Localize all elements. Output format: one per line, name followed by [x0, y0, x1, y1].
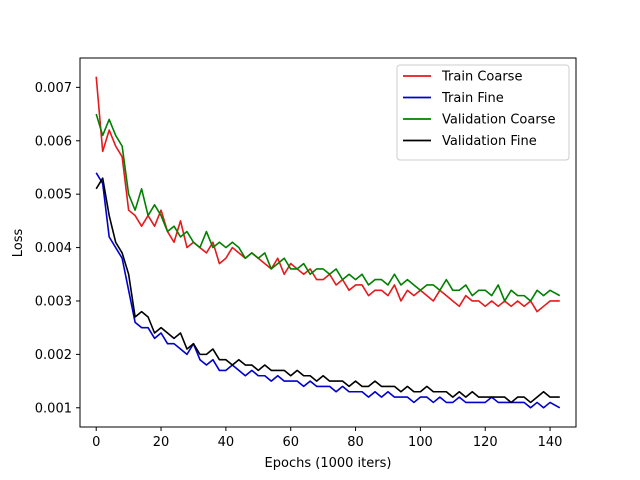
legend-box: [396, 64, 570, 161]
y-tick-label: 0.002: [35, 348, 72, 363]
x-tick-label: 20: [153, 435, 170, 450]
legend: Train Coarse Train Fine Validation Coarse V…: [396, 64, 570, 161]
x-axis-label: Epochs (1000 iters): [265, 456, 392, 471]
y-tick-label: 0.003: [35, 294, 72, 309]
x-tick-label: 60: [282, 435, 299, 450]
y-tick-label: 0.005: [35, 188, 72, 203]
series-layer: [95, 76, 561, 409]
x-axis-ticks: 0 20 40 60 80 100 120 140: [92, 427, 562, 450]
x-tick-label: 80: [347, 435, 364, 450]
y-tick-label: 0.006: [35, 134, 72, 149]
x-tick-label: 100: [408, 435, 433, 450]
x-tick-label: 120: [473, 435, 498, 450]
x-tick-label: 140: [538, 435, 563, 450]
y-axis-label: Loss: [11, 229, 26, 258]
series-line-validation-coarse: [95, 113, 561, 302]
legend-label: Validation Fine: [442, 134, 537, 149]
legend-label: Train Fine: [441, 91, 504, 106]
plot-frame: [79, 57, 577, 428]
legend-label: Validation Coarse: [442, 113, 555, 128]
series-line-train-fine: [95, 172, 561, 409]
y-tick-label: 0.007: [35, 81, 72, 96]
y-axis-ticks: 0.001 0.002 0.003 0.004 0.005 0.006 0.007: [35, 81, 80, 416]
series-line-train-coarse: [95, 76, 560, 313]
legend-label: Train Coarse: [441, 70, 522, 85]
x-tick-label: 40: [218, 435, 235, 450]
y-tick-label: 0.001: [35, 401, 72, 416]
x-tick-label: 0: [92, 435, 100, 450]
series-line-validation-fine: [95, 177, 560, 404]
y-tick-label: 0.004: [35, 241, 72, 256]
